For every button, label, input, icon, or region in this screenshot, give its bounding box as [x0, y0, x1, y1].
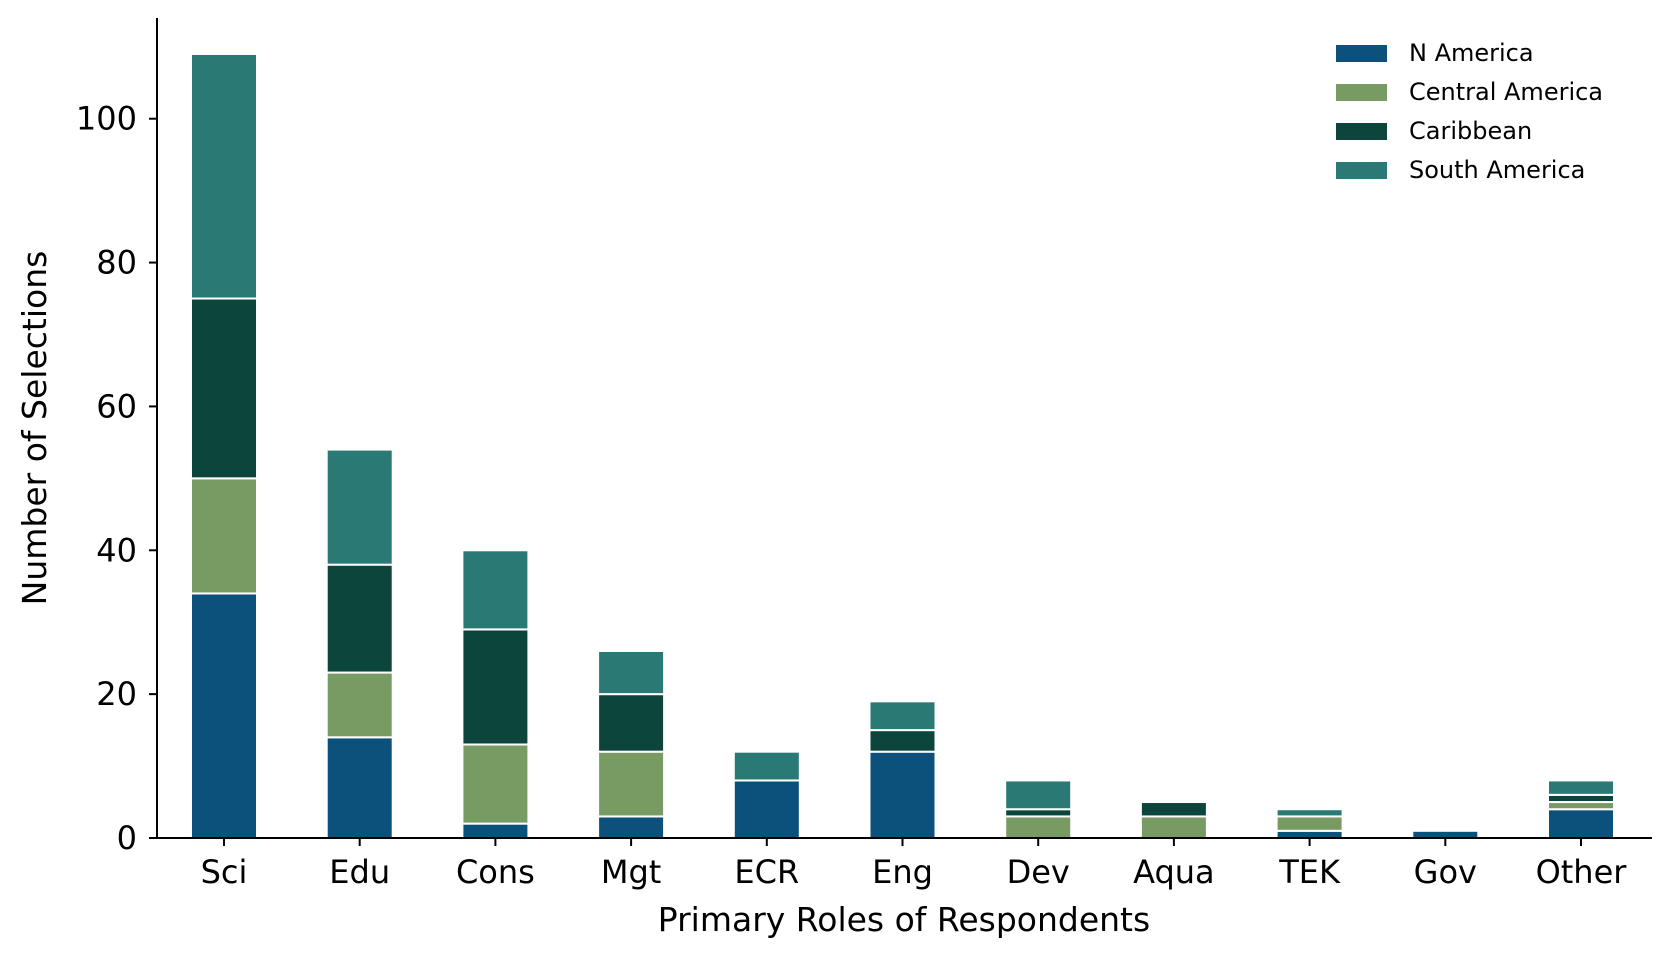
- x-axis-title: Primary Roles of Respondents: [658, 900, 1150, 939]
- bar-segment: [1547, 808, 1615, 839]
- legend-label: Central America: [1409, 78, 1603, 106]
- bar-segment: [1275, 829, 1344, 839]
- y-axis-ticks: 0 20 40 60 80 100: [76, 100, 157, 857]
- bar-segment: [325, 736, 394, 839]
- y-tick-label: 20: [96, 675, 137, 713]
- legend-label: South America: [1409, 156, 1585, 184]
- bar-segment: [461, 822, 530, 839]
- x-tick-label: Dev: [1007, 853, 1070, 891]
- bar-segment: [1547, 801, 1615, 811]
- y-tick-label: 0: [117, 819, 137, 857]
- x-tick-label: TEK: [1278, 853, 1341, 891]
- bar-segment: [868, 729, 937, 753]
- bar-segment: [597, 693, 666, 753]
- legend-label: Caribbean: [1409, 117, 1532, 145]
- legend-label: N America: [1409, 39, 1534, 67]
- y-axis-title: Number of Selections: [15, 251, 54, 606]
- bar-segment: [732, 750, 801, 782]
- bar-segment: [190, 477, 258, 595]
- x-tick-label: Other: [1536, 853, 1628, 891]
- bar-segment: [190, 297, 258, 480]
- bar-segment: [868, 700, 937, 732]
- bar-segment: [1004, 779, 1073, 811]
- bar-segment: [1139, 801, 1208, 818]
- legend: N America Central America Caribbean South A…: [1336, 39, 1603, 184]
- bar-segment: [461, 628, 530, 746]
- bar-segment: [190, 592, 258, 839]
- bar-segment: [597, 649, 666, 696]
- y-tick-label: 60: [96, 387, 137, 425]
- bar-segment: [732, 779, 801, 840]
- bar-segment: [461, 549, 530, 631]
- bar-segment: [1275, 815, 1344, 832]
- bar-segment: [325, 671, 394, 739]
- bar-segment: [597, 815, 666, 839]
- bar-segment: [1004, 815, 1073, 839]
- x-tick-label: Sci: [201, 853, 248, 891]
- x-tick-label: Aqua: [1133, 853, 1215, 891]
- bar-segment: [1411, 829, 1480, 839]
- x-tick-label: Cons: [456, 853, 535, 891]
- x-tick-label: ECR: [734, 853, 799, 891]
- x-tick-label: Eng: [872, 853, 933, 891]
- bar-segment: [1139, 815, 1208, 839]
- bar-segment: [1004, 808, 1073, 818]
- legend-swatch: [1336, 123, 1387, 140]
- bar-segment: [325, 448, 394, 566]
- x-tick-label: Mgt: [601, 853, 661, 891]
- bar-segment: [461, 743, 530, 825]
- x-axis-ticks: Sci Edu Cons Mgt ECR Eng Dev Aqua TEK Gov Other: [201, 838, 1628, 891]
- bar-segment: [1547, 779, 1615, 796]
- x-tick-label: Edu: [329, 853, 390, 891]
- bar-segment: [1275, 808, 1344, 818]
- y-tick-label: 40: [96, 531, 137, 569]
- bar-segment: [868, 750, 937, 839]
- legend-swatch: [1336, 84, 1387, 101]
- bars-layer: [190, 52, 1615, 840]
- bar-segment: [190, 52, 258, 300]
- bar-segment: [1547, 793, 1615, 804]
- x-tick-label: Gov: [1414, 853, 1477, 891]
- legend-swatch: [1336, 45, 1387, 62]
- bar-segment: [325, 563, 394, 674]
- y-tick-label: 100: [76, 100, 137, 138]
- bar-segment: [597, 750, 666, 818]
- y-tick-label: 80: [96, 244, 137, 282]
- legend-swatch: [1336, 162, 1387, 179]
